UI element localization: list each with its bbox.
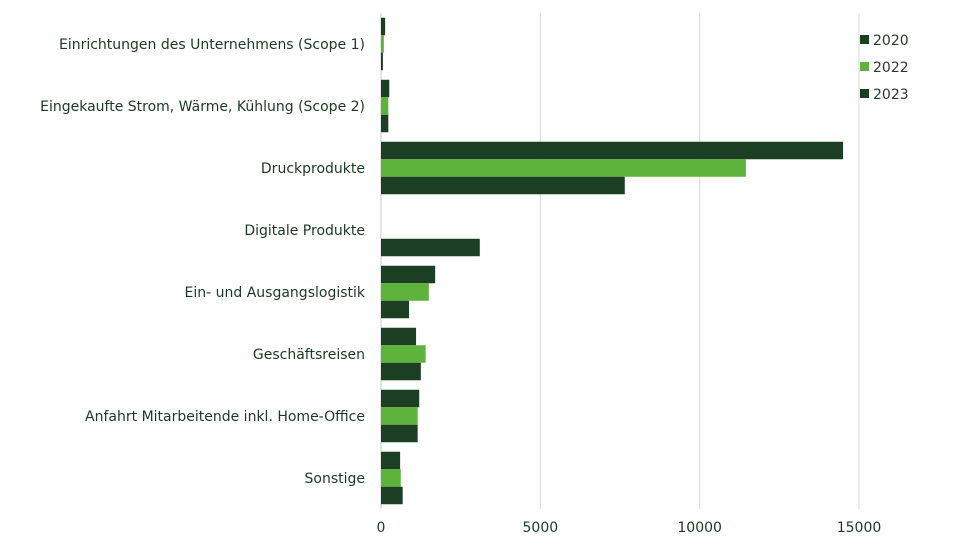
legend-label: 2022 bbox=[873, 60, 909, 76]
legend-swatch bbox=[860, 89, 869, 98]
bar bbox=[381, 469, 401, 487]
x-tick-label: 5000 bbox=[523, 520, 559, 536]
bar bbox=[381, 389, 420, 408]
bar bbox=[381, 486, 403, 505]
category-label: Geschäftsreisen bbox=[253, 347, 365, 363]
bar bbox=[381, 283, 429, 301]
category-label: Digitale Produkte bbox=[244, 223, 365, 239]
category-label: Eingekaufte Strom, Wärme, Kühlung (Scope… bbox=[40, 99, 365, 115]
bar bbox=[381, 327, 417, 346]
category-label: Einrichtungen des Unternehmens (Scope 1) bbox=[59, 37, 365, 53]
bar bbox=[381, 407, 418, 425]
bar bbox=[381, 159, 746, 177]
category-label: Druckprodukte bbox=[261, 161, 365, 177]
x-tick-label: 15000 bbox=[837, 520, 882, 536]
bar bbox=[381, 141, 844, 160]
bar bbox=[381, 424, 418, 443]
bar bbox=[381, 345, 426, 363]
bar bbox=[381, 17, 386, 36]
bar bbox=[381, 35, 384, 53]
legend-label: 2023 bbox=[873, 87, 909, 103]
bar bbox=[381, 238, 480, 257]
bars bbox=[381, 17, 844, 505]
bar bbox=[381, 362, 421, 381]
legend-swatch bbox=[860, 35, 869, 44]
bar bbox=[381, 97, 389, 115]
category-label: Sonstige bbox=[305, 471, 366, 487]
x-tick-labels: 0 5000 10000 15000 bbox=[377, 520, 882, 536]
grid-lines bbox=[380, 13, 860, 509]
bar bbox=[381, 176, 625, 195]
x-tick-label: 10000 bbox=[677, 520, 722, 536]
bar bbox=[381, 79, 390, 98]
bar bbox=[381, 114, 389, 133]
x-tick-label: 0 bbox=[377, 520, 386, 536]
bar bbox=[381, 451, 401, 470]
category-label: Anfahrt Mitarbeitende inkl. Home-Office bbox=[85, 409, 365, 425]
bar bbox=[381, 265, 436, 284]
legend-swatch bbox=[860, 62, 869, 71]
category-labels: Einrichtungen des Unternehmens (Scope 1)… bbox=[40, 37, 366, 487]
category-label: Ein- und Ausgangslogistik bbox=[185, 285, 366, 301]
bar bbox=[381, 300, 410, 319]
bar bbox=[381, 52, 383, 71]
legend: 2020 2022 2023 bbox=[860, 33, 909, 103]
legend-label: 2020 bbox=[873, 33, 909, 49]
